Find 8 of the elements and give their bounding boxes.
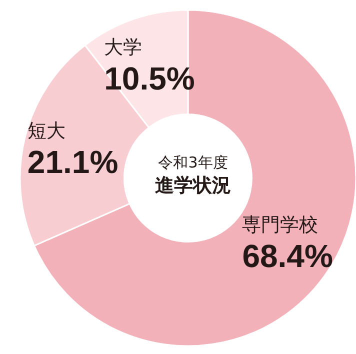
slice-label: 大学 (104, 36, 142, 59)
data-label: 21.1% (27, 144, 118, 180)
data-label: 10.5% (104, 60, 195, 97)
text: 令和3年度 (158, 154, 228, 172)
text: 進学状況 (155, 174, 231, 196)
slice-label: 専門学校 (242, 214, 318, 236)
data-label: 68.4% (242, 238, 333, 274)
slice-label: 短大 (27, 120, 66, 142)
